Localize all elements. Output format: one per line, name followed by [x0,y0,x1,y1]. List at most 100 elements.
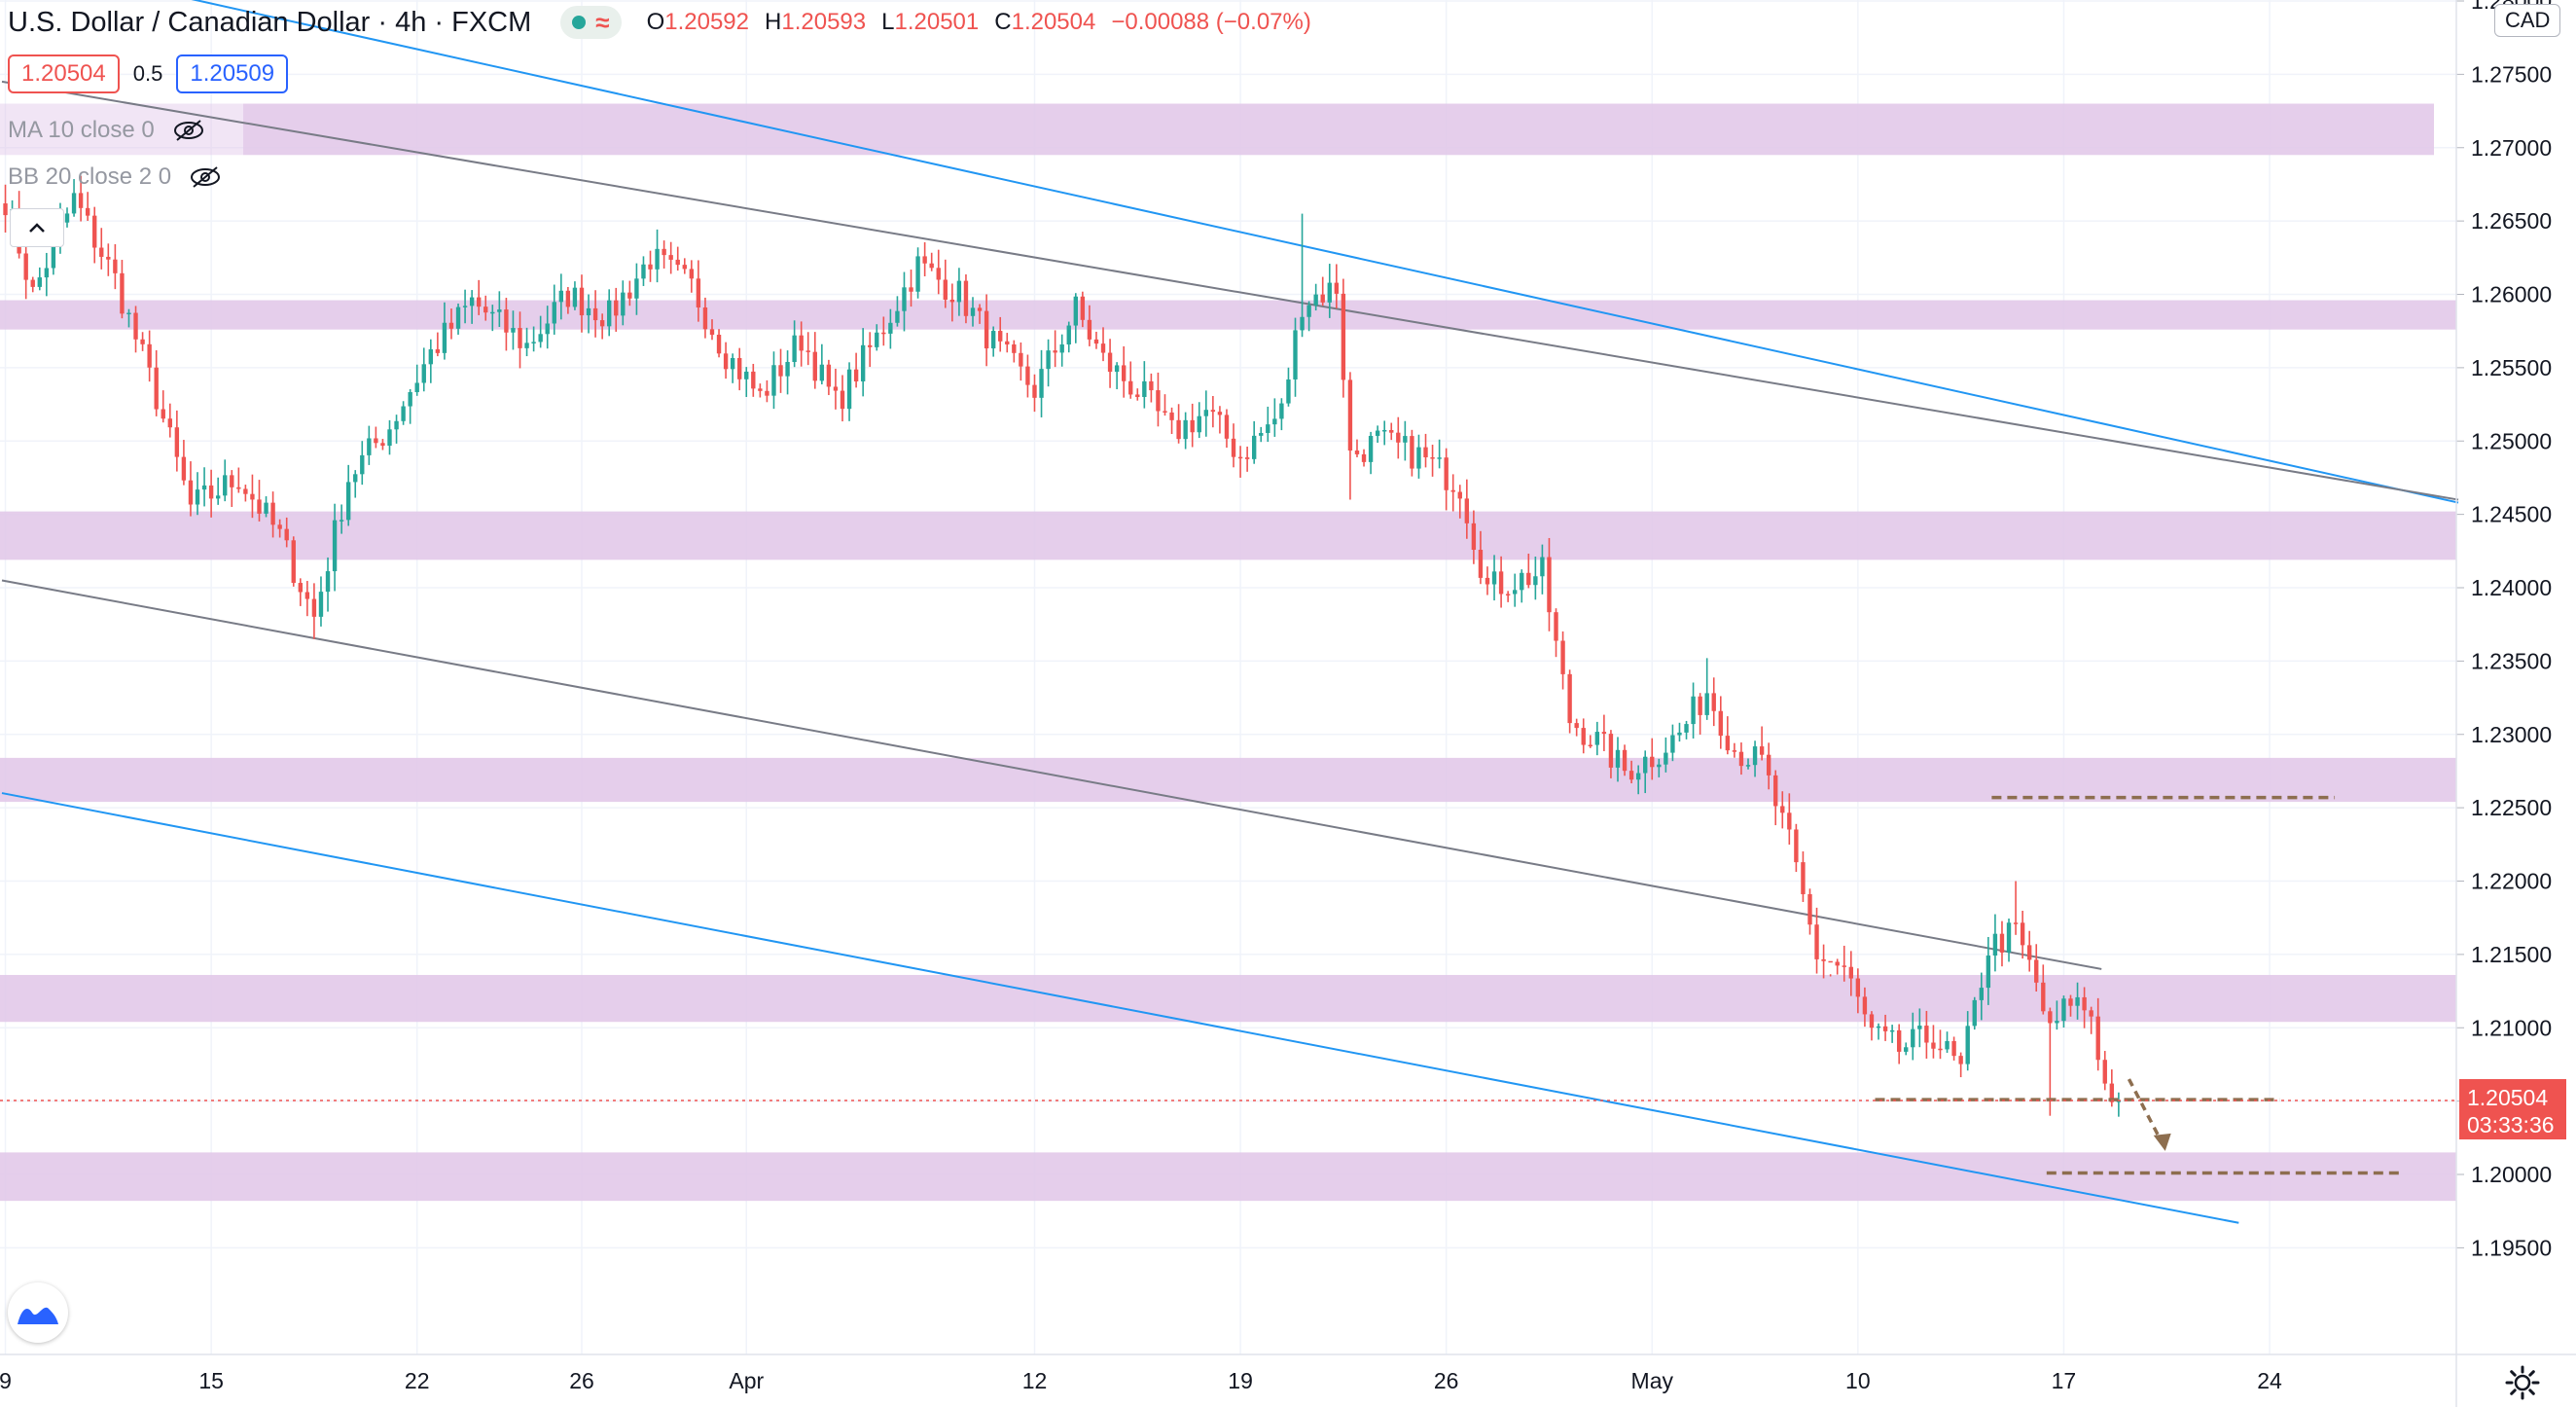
candle-body [1375,430,1380,436]
candle-body [408,392,412,407]
candle-body [1430,456,1435,459]
candle-body [30,279,35,287]
candle-body [1251,435,1257,459]
trendlines [1,0,2459,1224]
time-tick-label: 26 [569,1368,594,1393]
candle-body [1657,764,1662,768]
time-tick-label: 10 [1845,1368,1871,1393]
chart-grid [0,0,2456,1354]
candle-body [92,215,97,248]
candle-body [1574,723,1579,729]
gear-icon[interactable] [2504,1364,2541,1401]
indicator-bb[interactable]: BB 20 close 2 0 [8,163,222,191]
candle-body [174,427,180,457]
market-status[interactable]: ≈ [560,6,622,39]
candle-body [662,248,666,256]
candle-body [1773,775,1778,807]
symbol-title[interactable]: U.S. Dollar / Canadian Dollar · 4h · FXC… [8,6,532,38]
candle-body [167,418,172,428]
candle-body [1244,457,1250,459]
tradingview-logo-icon[interactable] [8,1282,68,1343]
candle-body [85,207,90,216]
candle-body [1450,489,1455,492]
candle-body [345,482,351,521]
candle-body [1498,571,1504,595]
eye-off-icon[interactable] [189,165,222,189]
indicator-ma[interactable]: MA 10 close 0 [8,117,205,144]
candle-body [318,592,324,617]
buy-price-button[interactable]: 1.20509 [176,54,289,93]
candle-body [1615,749,1621,768]
candle-body [1842,965,1846,967]
candle-body [3,203,8,216]
candle-body [257,499,262,514]
candle-body [1169,412,1174,420]
candle-body [2006,922,2012,953]
candle-body [1911,1028,1915,1048]
candle-body [1032,384,1037,398]
projection-arrow-head [2153,1133,2171,1151]
candle-body [2068,998,2073,1006]
eye-off-icon[interactable] [172,119,205,142]
candle-body [1924,1026,1929,1043]
candle-body [1567,673,1572,724]
candle-body [819,364,825,381]
sell-price-button[interactable]: 1.20504 [8,54,120,93]
candle-body [1896,1029,1902,1052]
candle-body [367,438,372,455]
candle-body [325,571,331,593]
time-tick-label: 12 [1022,1368,1048,1393]
candle-body [1664,752,1668,765]
bar-countdown-label: 03:33:36 [2467,1112,2555,1137]
candle-body [1142,380,1147,397]
quote-panel: 1.20504 0.5 1.20509 [8,54,289,93]
candle-body [1306,305,1311,317]
price-tick-label: 1.25000 [2471,428,2552,453]
candle-body [120,272,125,314]
candle-body [2116,1100,2122,1102]
candle-body [1608,734,1614,768]
candle-body [1917,1026,1922,1029]
candle-body [1279,403,1284,419]
candle-body [909,287,913,292]
chevron-up-icon [29,223,45,233]
collapse-legend-button[interactable] [10,208,64,247]
indicator-bb-label: BB 20 close 2 0 [8,163,172,190]
candle-body [1965,1026,1970,1064]
candle-body [477,297,482,307]
currency-button[interactable]: CAD [2494,4,2561,37]
candle-body [627,292,632,299]
candle-body [1423,447,1428,457]
support-resistance-zones [0,103,2456,1202]
candle-body [250,493,255,500]
candle-body [2102,1060,2107,1084]
candle-body [201,485,207,490]
candle-body [147,343,152,368]
candle-body [956,280,962,303]
price-axis: 1.280001.275001.270001.265001.260001.255… [2455,0,2552,1407]
ohlc-values: O1.20592 H1.20593 L1.20501 C1.20504 −0.0… [647,9,1311,36]
candle-body [668,255,673,260]
candle-body [998,331,1003,342]
dashed-levels [1875,795,2404,1175]
price-tick-label: 1.21500 [2471,942,2552,967]
candle-body [621,292,626,316]
spread-value: 0.5 [132,61,163,86]
candle-body [1505,594,1511,595]
candle-body [984,310,989,349]
candle-body [483,307,488,313]
candle-body [1938,1048,1943,1051]
candle-body [1347,379,1353,451]
candle-body [558,290,564,303]
candle-body [1039,369,1044,398]
price-tick-label: 1.27000 [2471,135,2552,161]
candle-body [414,382,419,393]
candle-body [469,297,475,307]
zone-rect [0,511,2456,560]
candle-body [1986,956,1991,989]
candle-body [270,502,275,525]
candle-body [840,390,845,410]
candle-body [2041,982,2046,1012]
candle-body [552,302,556,324]
